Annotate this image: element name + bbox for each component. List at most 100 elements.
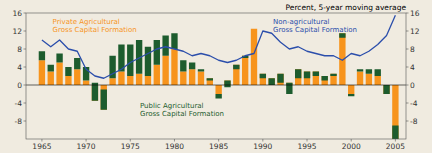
bar — [207, 78, 213, 85]
series-label: Non-agriculturalGross Capital Formation — [273, 18, 357, 34]
y-tick-label: 0 — [17, 81, 22, 90]
bar — [242, 56, 248, 85]
bar — [171, 33, 177, 49]
bar — [154, 65, 160, 85]
bar — [383, 85, 389, 94]
y2-tick — [406, 103, 409, 104]
bar — [145, 76, 151, 85]
bar — [145, 47, 151, 76]
bar — [198, 72, 204, 86]
bar — [366, 69, 372, 74]
plot-area — [39, 15, 399, 139]
bar — [251, 29, 257, 85]
bar — [56, 63, 62, 86]
bar — [375, 76, 381, 85]
bar — [233, 65, 239, 70]
y2-tick-label: -8 — [410, 117, 418, 126]
x-tick-label: 1985 — [209, 142, 228, 151]
bar — [260, 74, 266, 85]
bar — [366, 74, 372, 85]
bar — [154, 40, 160, 65]
y-tick-label: 16 — [12, 9, 22, 18]
bar — [215, 85, 221, 94]
bar — [313, 72, 319, 86]
x-tick-label: 1980 — [165, 142, 184, 151]
y-tick-label: 4 — [17, 63, 22, 72]
bar — [260, 74, 266, 79]
bar — [224, 81, 230, 88]
bar — [39, 51, 45, 60]
bar — [251, 28, 257, 29]
bar — [56, 54, 62, 63]
bar — [392, 85, 398, 139]
y2-tick — [406, 121, 409, 122]
y2-tick-label: 16 — [410, 9, 420, 18]
bar — [101, 90, 107, 110]
bar — [339, 33, 345, 38]
bar — [313, 72, 319, 77]
bar — [180, 60, 186, 71]
bar — [162, 36, 168, 56]
y-tick — [24, 121, 27, 122]
y-tick — [24, 31, 27, 32]
bar — [375, 69, 381, 76]
chart: 196519701975198019851990199520002005-8-4… — [0, 0, 432, 153]
y-tick-label: -8 — [15, 117, 23, 126]
line — [42, 15, 395, 78]
y2-tick-label: -4 — [410, 99, 418, 108]
y2-tick-label: 12 — [410, 27, 420, 36]
bar — [383, 85, 389, 94]
y-tick — [24, 67, 27, 68]
series-label: Public AgriculturalGross Capital Formati… — [140, 102, 224, 118]
y2-tick — [406, 31, 409, 32]
bar — [101, 85, 107, 110]
y-tick-label: -4 — [15, 99, 23, 108]
y2-tick — [406, 67, 409, 68]
bar — [304, 72, 310, 79]
frame — [26, 13, 406, 139]
bar — [39, 60, 45, 85]
y-tick — [24, 49, 27, 50]
bar — [118, 72, 124, 86]
bar — [295, 69, 301, 78]
y-tick — [24, 103, 27, 104]
bar — [304, 72, 310, 86]
bar — [180, 72, 186, 86]
zero-line — [26, 85, 406, 86]
bar — [198, 69, 204, 71]
bar-series — [39, 33, 399, 139]
x-tick-label: 1995 — [297, 142, 316, 151]
x-tick-label: 1990 — [253, 142, 272, 151]
bar — [189, 63, 195, 70]
bar — [277, 74, 283, 83]
bar — [189, 69, 195, 85]
bar — [330, 74, 336, 85]
y-tick-label: 8 — [17, 45, 22, 54]
bar — [277, 74, 283, 85]
bar — [171, 49, 177, 85]
bar — [392, 126, 398, 140]
bar — [109, 78, 115, 85]
bar — [268, 78, 274, 85]
bar — [286, 83, 292, 94]
y2-tick — [406, 49, 409, 50]
y2-tick — [406, 85, 409, 86]
bar — [48, 65, 54, 72]
bar — [162, 56, 168, 85]
bar-series — [39, 29, 399, 139]
y2-tick-label: 4 — [410, 63, 415, 72]
bar — [127, 45, 133, 77]
x-tick-label: 1965 — [32, 142, 51, 151]
bar — [348, 94, 354, 96]
bar — [322, 76, 328, 85]
x-tick-label: 1975 — [121, 142, 140, 151]
bar — [357, 69, 363, 71]
bar — [268, 78, 274, 85]
bar — [48, 72, 54, 86]
title: Percent, 5-year moving average — [286, 3, 407, 12]
y-tick — [24, 85, 27, 86]
bar — [357, 72, 363, 86]
bar — [127, 76, 133, 85]
y-tick-label: 12 — [12, 27, 22, 36]
bar — [348, 85, 354, 94]
